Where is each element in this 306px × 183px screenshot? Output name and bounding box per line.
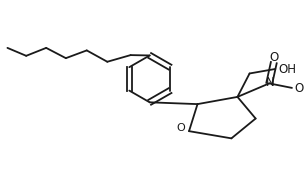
Text: O: O: [269, 51, 278, 64]
Text: O: O: [177, 123, 185, 133]
Text: O: O: [294, 82, 304, 95]
Text: N: N: [266, 76, 274, 89]
Text: OH: OH: [278, 64, 296, 76]
